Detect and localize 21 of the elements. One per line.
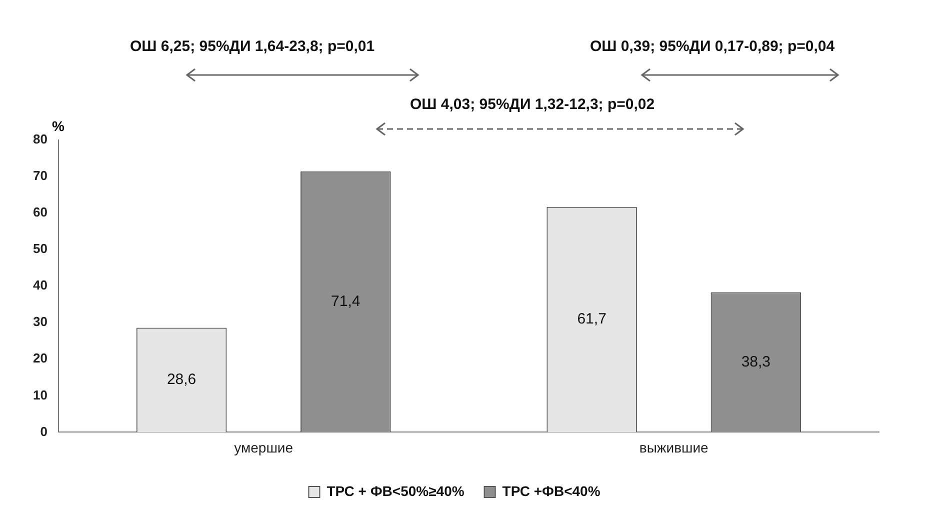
y-tick-label: 50 <box>32 241 48 256</box>
legend-label: ТРС + ФВ<50%≥40% <box>326 482 465 499</box>
text: ОШ 6,25; 95%ДИ 1,64-23,8; p=0,01 <box>130 38 375 55</box>
y-tick-label: 30 <box>32 314 48 330</box>
data-label: 38,3 <box>741 353 771 370</box>
y-tick-label: 80 <box>32 132 48 147</box>
y-tick-label: 20 <box>32 350 48 366</box>
data-label: 28,6 <box>166 371 196 388</box>
text: ОШ 4,03; 95%ДИ 1,32-12,3; p=0,02 <box>410 96 655 113</box>
data-label: 71,4 <box>331 292 360 310</box>
y-tick-label: 70 <box>32 168 48 184</box>
data-label: 61,7 <box>577 310 606 328</box>
text: ОШ 0,39; 95%ДИ 0,17-0,89; p=0,04 <box>590 38 835 55</box>
x-tick-label: умершие <box>234 439 294 456</box>
x-tick-label: выжившие <box>639 439 709 456</box>
legend-label: ТРС +ФВ<40% <box>502 482 601 499</box>
y-tick-label: 10 <box>32 387 48 402</box>
y-tick-label: 40 <box>32 278 48 293</box>
y-tick-label: 0 <box>40 424 48 439</box>
y-axis-title: % <box>52 118 64 134</box>
y-tick-label: 60 <box>32 204 48 220</box>
